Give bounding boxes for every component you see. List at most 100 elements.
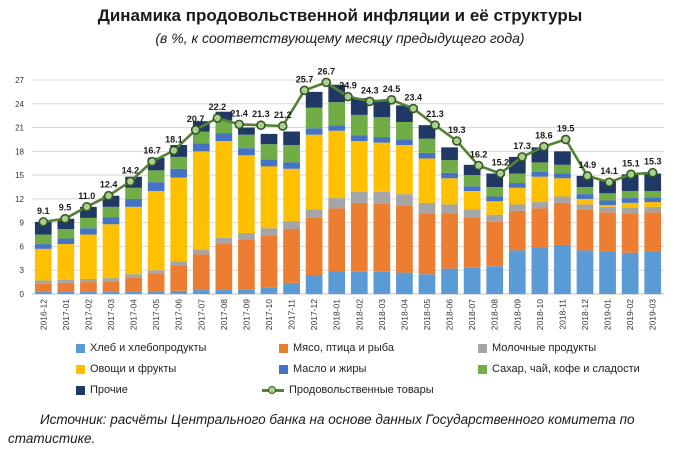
data-label: 14.2 [122, 165, 140, 175]
y-tick-label: 12 [15, 195, 24, 204]
line-point [364, 96, 375, 107]
x-tick-label: 2018-07 [467, 299, 477, 330]
line-point [299, 85, 310, 96]
bar-segment [283, 162, 300, 169]
x-tick-label: 2016-12 [38, 299, 48, 330]
data-label: 9.1 [37, 206, 50, 216]
bar-segment [441, 172, 458, 179]
bar-segment [576, 209, 594, 251]
bar-segment [147, 182, 165, 191]
line-point [103, 190, 114, 201]
bar-segment [57, 282, 75, 292]
x-tick-label: 2018-06 [445, 299, 455, 330]
bar-segment [554, 151, 571, 165]
legend-label-other: Прочие [90, 384, 128, 396]
bar-segment [486, 196, 504, 202]
legend-item-sugar: Сахар, чай, кофе и сладости [478, 363, 640, 375]
y-tick-label: 15 [15, 171, 24, 180]
bar-segment [396, 194, 413, 207]
line-point [343, 91, 353, 102]
bar-segment [396, 272, 413, 294]
bar-segment [238, 155, 255, 233]
bar-segment [531, 202, 549, 209]
x-tick-label: 2018-03 [377, 299, 387, 330]
bar-segment [350, 191, 368, 203]
legend-swatch-oil [279, 364, 288, 374]
x-tick-label: 2017-12 [309, 299, 319, 330]
bar-segment [34, 280, 52, 284]
bar-segment [34, 234, 52, 245]
bar-segment [215, 111, 233, 121]
data-label: 9.5 [59, 203, 72, 213]
bar-segment [238, 134, 255, 149]
data-label: 19.5 [557, 123, 575, 133]
bar-segment [57, 291, 75, 294]
bar-segment [644, 173, 662, 191]
data-label: 24.5 [383, 84, 401, 94]
bar-segment [373, 137, 391, 143]
data-label: 15.3 [644, 157, 662, 167]
legend-label-vegetables: Овощи и фрукты [90, 363, 177, 375]
bar-segment [147, 170, 165, 183]
bar-segment [508, 210, 526, 251]
bar-segment [147, 190, 165, 271]
line-point [234, 119, 244, 130]
bar-segment [621, 174, 639, 191]
bar-segment [508, 204, 526, 211]
data-label: 15.1 [622, 158, 640, 168]
data-label: 20.7 [187, 114, 205, 124]
bar-segment [305, 134, 323, 210]
bar-segment [463, 186, 481, 191]
bar-segment [599, 206, 616, 213]
bar-segment [192, 290, 210, 294]
bar-segment [260, 228, 278, 236]
bar-segment [396, 122, 413, 140]
chart-subtitle: (в %, к соответствующему месяцу предыдущ… [155, 30, 525, 46]
bar-segment [305, 128, 323, 135]
bar-segment [508, 187, 526, 205]
bar-segment [396, 139, 413, 145]
bar-segment [238, 239, 255, 290]
data-label: 18.6 [535, 131, 553, 141]
bar-segment [621, 198, 639, 203]
bar-segment [80, 282, 97, 292]
bar-segment [373, 101, 391, 118]
bar-segment [508, 173, 526, 184]
bar-segment [373, 203, 391, 272]
bar-segment [644, 206, 662, 213]
x-tick-label: 2017-03 [106, 299, 116, 330]
bar-segment [305, 217, 323, 275]
legend-item-meat: Мясо, птица и рыба [279, 342, 394, 354]
x-tick-label: 2018-09 [512, 299, 522, 330]
bar-segment [215, 120, 233, 134]
legend-item-food-total: Продовольственные товары [262, 384, 434, 396]
bar-segment [441, 160, 458, 173]
bar-segment [554, 244, 571, 294]
legend-label-meat: Мясо, птица и рыба [293, 342, 394, 354]
bar-segment [486, 266, 504, 294]
x-tick-label: 2019-02 [625, 299, 635, 330]
bar-segment [34, 283, 52, 292]
bar-segment [283, 282, 300, 294]
bar-segment [328, 125, 346, 131]
data-label: 19.3 [448, 125, 466, 135]
bar-segment [441, 147, 458, 161]
bar-segment [147, 291, 165, 294]
legend-item-dairy: Молочные продукты [478, 342, 596, 354]
bar-segment [441, 204, 458, 214]
bar-segment [170, 265, 188, 291]
line-point [256, 120, 266, 130]
data-label: 25.7 [296, 74, 314, 84]
bar-segment [554, 178, 571, 197]
bar-segment [621, 207, 639, 214]
data-label: 18.1 [165, 135, 183, 145]
data-label: 21.4 [230, 108, 248, 118]
x-tick-label: 2017-04 [129, 299, 139, 330]
data-label: 24.3 [361, 85, 379, 95]
line-point [386, 95, 397, 105]
bar-segment [373, 142, 391, 192]
chart-title: Динамика продовольственной инфляции и её… [97, 6, 583, 25]
food-inflation-line [38, 77, 658, 227]
bar-segment [463, 190, 481, 210]
